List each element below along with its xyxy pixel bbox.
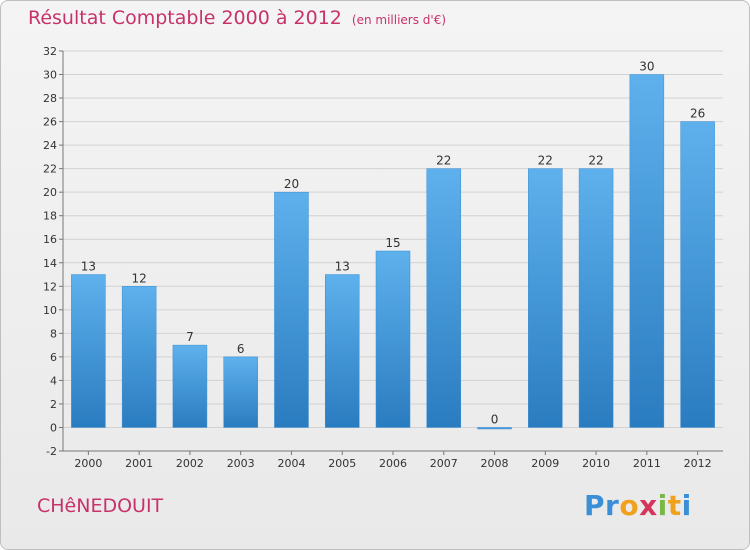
y-tick-label: 14 xyxy=(43,257,57,270)
x-tick-label: 2012 xyxy=(684,457,712,470)
y-tick-label: 2 xyxy=(50,398,57,411)
x-tick-label: 2006 xyxy=(379,457,407,470)
bar-2005 xyxy=(324,274,360,428)
logo-letter: i xyxy=(657,489,668,522)
chart-subtitle: (en milliers d'€) xyxy=(351,13,447,27)
logo-letter: o xyxy=(619,489,640,522)
bar-2000 xyxy=(71,274,106,428)
y-tick-label: 28 xyxy=(43,92,57,105)
logo-letter: x xyxy=(639,489,658,522)
x-tick-label: 2001 xyxy=(125,457,153,470)
bar-2001 xyxy=(121,286,157,428)
chart-title-main: Résultat Comptable 2000 à 2012 xyxy=(28,7,342,29)
data-labels: 13 12 7 6 20 13 15 22 0 22 22 30 26 xyxy=(81,60,706,427)
proxiti-logo: Proxiti xyxy=(584,489,692,522)
bar-2012 xyxy=(680,121,715,428)
y-tick-label: 6 xyxy=(50,351,57,364)
data-label: 26 xyxy=(690,107,705,121)
data-label: 12 xyxy=(132,271,147,285)
x-tick-label: 2003 xyxy=(227,457,255,470)
x-tick-label: 2000 xyxy=(74,457,102,470)
data-label: 7 xyxy=(186,330,194,344)
bar-2006 xyxy=(375,250,411,428)
data-label: 22 xyxy=(588,154,603,168)
data-label: 13 xyxy=(335,260,350,274)
y-tick-label: 12 xyxy=(43,280,57,293)
bar-2010 xyxy=(578,168,614,428)
logo-letter: P xyxy=(584,489,606,522)
logo-letter: r xyxy=(605,489,620,522)
y-tick-label: 10 xyxy=(43,304,57,317)
logo-letter: t xyxy=(667,489,682,522)
data-label: 15 xyxy=(385,236,400,250)
x-tick-label: 2007 xyxy=(430,457,458,470)
bars xyxy=(71,74,715,430)
data-label: 0 xyxy=(491,412,499,426)
y-tick-label: 30 xyxy=(43,69,57,82)
x-tick-label: 2008 xyxy=(481,457,509,470)
data-label: 6 xyxy=(237,342,245,356)
y-tick-label: 16 xyxy=(43,233,57,246)
y-tick-label: 24 xyxy=(43,139,57,152)
x-tick-label: 2010 xyxy=(582,457,610,470)
data-label: 13 xyxy=(81,260,96,274)
x-tick-label: 2009 xyxy=(531,457,559,470)
x-tick-label: 2004 xyxy=(277,457,305,470)
y-tick-label: 22 xyxy=(43,163,57,176)
bar-2004 xyxy=(274,191,309,428)
x-tick-label: 2011 xyxy=(633,457,661,470)
x-tick-label: 2005 xyxy=(328,457,356,470)
location-name: CHêNEDOUIT xyxy=(37,495,164,517)
data-label: 30 xyxy=(639,60,654,74)
bar-2003 xyxy=(223,356,258,428)
y-tick-label: 32 xyxy=(43,45,57,58)
bar-2007 xyxy=(426,168,462,428)
y-tick-label: 20 xyxy=(43,186,57,199)
y-tick-label: 0 xyxy=(50,421,57,434)
data-label: 22 xyxy=(538,154,553,168)
bar-2011 xyxy=(629,74,665,428)
data-label: 22 xyxy=(436,154,451,168)
logo-letter: i xyxy=(681,489,692,522)
chart-title: Résultat Comptable 2000 à 2012 (en millie… xyxy=(28,7,446,29)
y-tick-label: 26 xyxy=(43,116,57,129)
data-label: 20 xyxy=(284,177,299,191)
bar-2009 xyxy=(528,168,563,428)
y-tick-label: -2 xyxy=(46,445,57,458)
bar-2002 xyxy=(172,344,208,428)
x-tick-label: 2002 xyxy=(176,457,204,470)
y-tick-label: 8 xyxy=(50,327,57,340)
y-tick-label: 4 xyxy=(50,374,57,387)
y-tick-label: 18 xyxy=(43,210,57,223)
bar-2008 xyxy=(477,427,512,430)
